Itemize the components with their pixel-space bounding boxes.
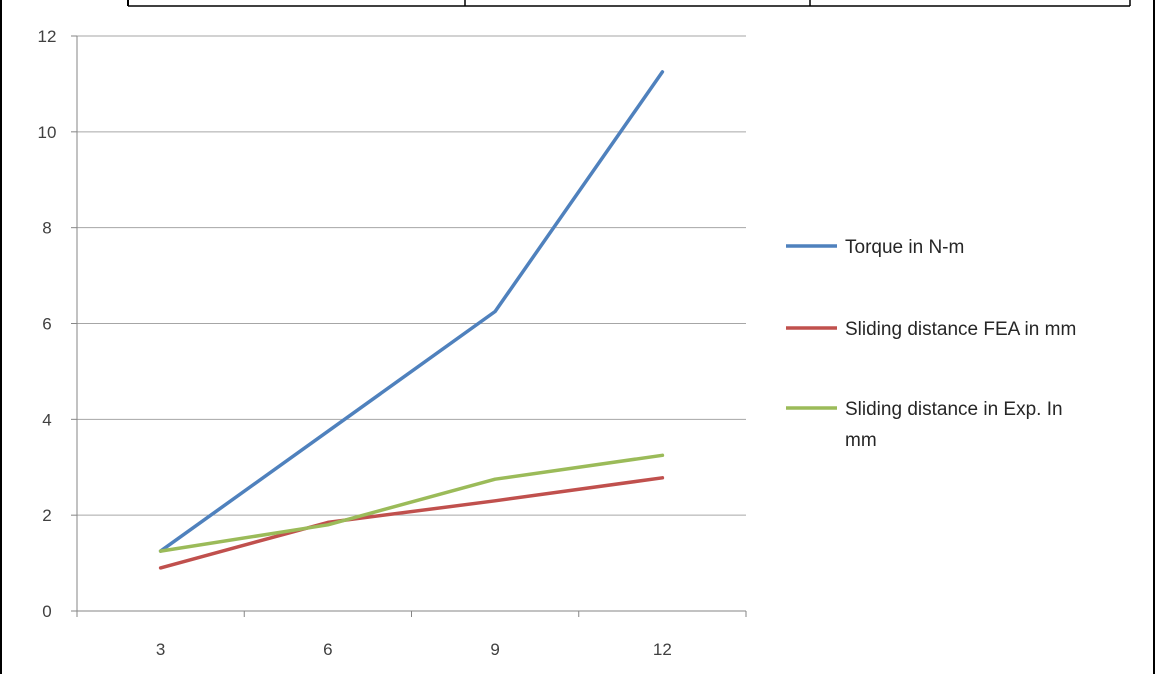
- x-tick-label: 6: [323, 640, 332, 659]
- x-tick-label: 12: [653, 640, 672, 659]
- y-tick-label: 6: [42, 315, 51, 334]
- x-tick-label: 3: [156, 640, 165, 659]
- y-tick-label: 10: [38, 123, 57, 142]
- series-line-2: [158, 476, 665, 570]
- x-tick-label: 9: [490, 640, 499, 659]
- legend-label-line: Sliding distance in Exp. In: [845, 399, 1063, 420]
- legend-label: Sliding distance FEA in mm: [845, 319, 1076, 340]
- y-tick-label: 12: [38, 27, 57, 46]
- legend-label: Sliding distance in Exp. In mm: [845, 399, 1063, 451]
- y-tick-label: 8: [42, 219, 51, 238]
- y-tick-label: 0: [42, 602, 51, 621]
- y-tick-label: 2: [42, 506, 51, 525]
- legend-label-line: mm: [845, 430, 877, 451]
- series-line-3: [158, 453, 665, 553]
- series-line-1: [158, 70, 665, 553]
- legend-label: Torque in N-m: [845, 237, 964, 258]
- y-tick-label: 4: [42, 410, 51, 429]
